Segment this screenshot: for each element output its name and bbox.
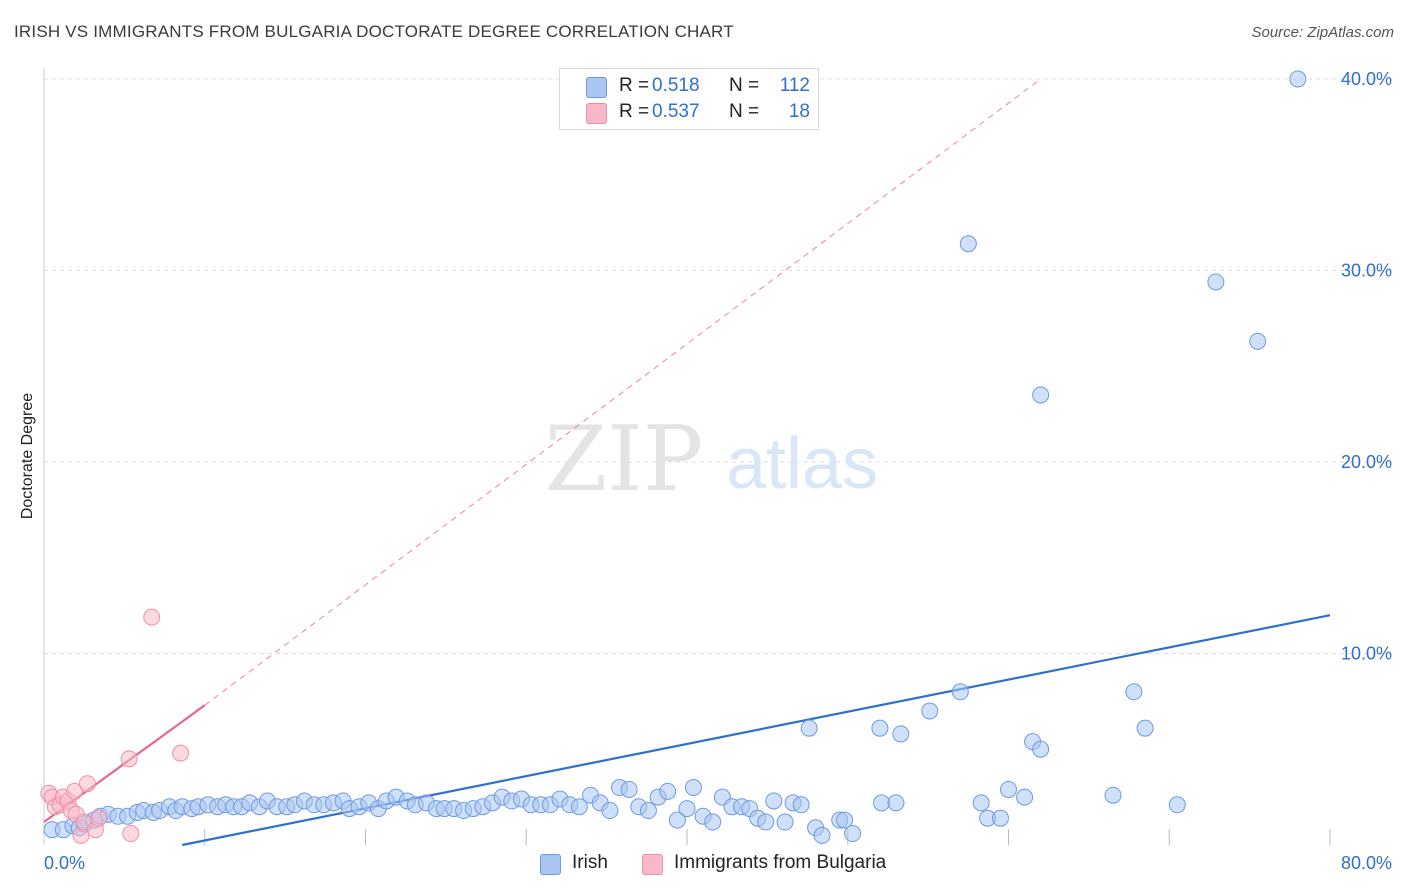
- x-tick-label: 80.0%: [1341, 853, 1392, 873]
- legend-n-value: 18: [788, 101, 810, 122]
- watermark-zip: ZIP: [545, 407, 704, 512]
- irish-point: [991, 809, 1009, 827]
- bulgaria-point: [66, 782, 84, 800]
- irish-point: [620, 780, 638, 798]
- irish-point: [1032, 386, 1050, 404]
- x-tick-label: 0.0%: [44, 853, 85, 873]
- legend-swatch-bulgaria: [586, 103, 607, 124]
- tick-layer: 10.0% 20.0% 30.0% 40.0% 0.0% 80.0%: [44, 69, 1392, 873]
- irish-point: [570, 798, 588, 816]
- irish-point: [1104, 786, 1122, 804]
- series-label-irish: Irish: [572, 852, 608, 873]
- irish-point: [873, 794, 891, 812]
- source-note: Source: ZipAtlas.com: [1251, 24, 1394, 41]
- irish-point: [836, 811, 854, 829]
- irish-point: [887, 794, 905, 812]
- irish-point: [668, 811, 686, 829]
- bulgaria-trend-extension: [204, 78, 1041, 706]
- correlation-legend: R = 0.518 N = 112 R = 0.537 N = 18: [559, 68, 819, 130]
- bulgaria-point: [122, 825, 140, 843]
- irish-point: [844, 825, 862, 843]
- irish-point: [800, 719, 818, 737]
- bulgaria-point: [172, 744, 190, 762]
- y-tick-label: 30.0%: [1341, 261, 1392, 281]
- irish-point: [951, 683, 969, 701]
- legend-swatch-irish: [586, 77, 607, 98]
- irish-point: [659, 782, 677, 800]
- y-tick-label: 10.0%: [1341, 644, 1392, 664]
- irish-point: [871, 719, 889, 737]
- legend-r-value: 0.518: [652, 75, 700, 96]
- irish-point: [1136, 719, 1154, 737]
- irish-point: [1000, 780, 1017, 798]
- legend-n-label: N =: [729, 75, 760, 96]
- series-swatch-bulgaria: [642, 854, 663, 875]
- irish-point: [813, 826, 831, 844]
- irish-point: [1168, 796, 1186, 814]
- grid-layer: [44, 78, 1392, 654]
- irish-point: [892, 725, 910, 743]
- irish-point: [601, 802, 619, 820]
- legend-r-value: 0.537: [652, 101, 700, 122]
- irish-point: [972, 794, 990, 812]
- bulgaria-point: [143, 608, 161, 626]
- chart-title: IRISH VS IMMIGRANTS FROM BULGARIA DOCTOR…: [14, 22, 734, 41]
- bulgaria-point: [120, 750, 138, 768]
- irish-point: [959, 235, 977, 253]
- irish-point: [684, 779, 702, 797]
- y-tick-label: 20.0%: [1341, 452, 1392, 472]
- irish-point: [1289, 70, 1307, 88]
- irish-point: [765, 792, 783, 810]
- irish-point: [639, 802, 657, 820]
- irish-point: [704, 813, 722, 831]
- watermark-atlas: atlas: [726, 424, 878, 504]
- irish-point: [921, 702, 939, 720]
- irish-point: [1207, 273, 1225, 291]
- legend-n-label: N =: [729, 101, 760, 122]
- irish-point: [757, 813, 775, 831]
- irish-point: [1032, 740, 1050, 758]
- series-label-bulgaria: Immigrants from Bulgaria: [674, 852, 887, 873]
- y-tick-label: 40.0%: [1341, 69, 1392, 89]
- bulgaria-point: [90, 809, 108, 827]
- irish-point: [776, 813, 794, 831]
- irish-point: [1016, 788, 1034, 806]
- series-swatch-irish: [540, 854, 561, 875]
- legend-r-label: R =: [619, 101, 650, 122]
- y-axis-title: Doctorate Degree: [19, 392, 36, 520]
- legend-r-label: R =: [619, 75, 650, 96]
- irish-point: [1125, 683, 1143, 701]
- irish-point: [678, 800, 696, 818]
- points-layer: [40, 70, 1307, 844]
- irish-point: [1249, 332, 1267, 350]
- irish-point: [792, 796, 810, 814]
- legend-n-value: 112: [779, 75, 810, 96]
- bulgaria-point: [78, 775, 96, 793]
